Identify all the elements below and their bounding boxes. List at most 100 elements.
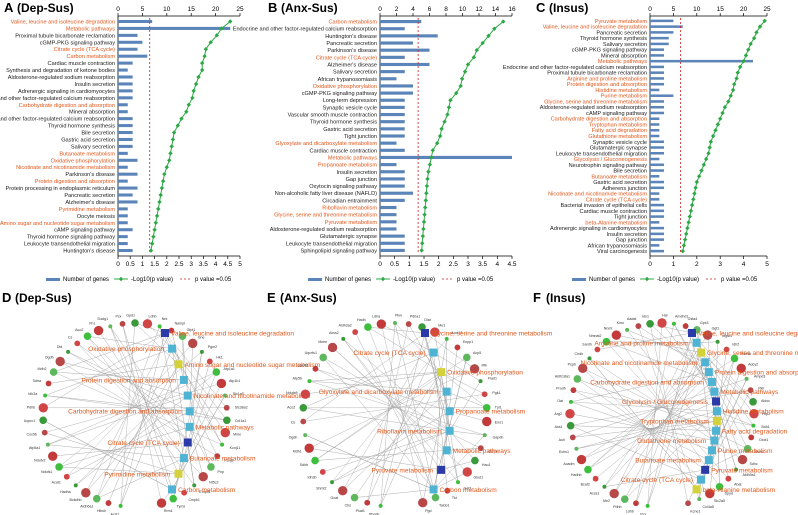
bar bbox=[650, 59, 753, 63]
network-edge bbox=[650, 323, 693, 334]
bar bbox=[650, 180, 665, 184]
gene-node bbox=[482, 403, 491, 412]
gene-node bbox=[747, 387, 754, 394]
bottom-tick-label: 1 bbox=[672, 261, 676, 268]
legend-genes-label: Number of genes bbox=[589, 277, 635, 283]
logp-line bbox=[421, 21, 504, 251]
network-edge bbox=[303, 352, 434, 408]
category-label: Oocyte meiosis bbox=[77, 214, 115, 220]
category-label: Glycine, serine and threonine metabolism bbox=[544, 99, 647, 105]
logp-point bbox=[151, 234, 156, 239]
network-edge bbox=[68, 351, 190, 428]
gene-node bbox=[482, 416, 492, 427]
logp-point bbox=[734, 76, 739, 81]
logp-point bbox=[687, 214, 692, 219]
network-edge bbox=[394, 322, 434, 490]
category-label: Viral carcinogenesis bbox=[597, 249, 647, 255]
gene-label: Ndufs1 bbox=[41, 470, 52, 474]
category-label: Parkinson's disease bbox=[65, 172, 115, 178]
bar bbox=[118, 179, 128, 183]
panel-letter: D bbox=[2, 290, 11, 305]
category-label: Nicotinate and nicotinamide metabolism bbox=[548, 192, 647, 198]
gene-label: Idh3b bbox=[307, 475, 316, 479]
network-edge bbox=[134, 322, 166, 334]
bar bbox=[380, 62, 430, 67]
network-edge bbox=[367, 326, 442, 373]
gene-label: Acot12 bbox=[451, 331, 462, 335]
bar bbox=[650, 19, 674, 23]
top-tick-label: 20 bbox=[740, 6, 748, 13]
network-edge bbox=[322, 430, 450, 473]
bottom-tick-label: 5 bbox=[238, 261, 242, 268]
gene-node bbox=[337, 485, 348, 496]
network-edge bbox=[66, 343, 193, 477]
panel-title: (Anx-Sus) bbox=[280, 291, 337, 305]
network-edge bbox=[53, 371, 184, 381]
logp-point bbox=[423, 198, 428, 203]
network-edge bbox=[96, 326, 160, 499]
category-label: Endocrine and other factor-regulated cal… bbox=[503, 65, 647, 71]
bottom-tick-label: 0 bbox=[648, 261, 652, 268]
pathway-label: Carbohydrate digestion and absorption bbox=[590, 379, 704, 386]
logp-point bbox=[501, 19, 506, 24]
bar bbox=[118, 193, 133, 197]
category-label: Aldosterone-regulated sodium reabsorptio… bbox=[8, 75, 115, 81]
network-edge bbox=[171, 330, 185, 380]
network-edge bbox=[110, 326, 174, 499]
pathway-node bbox=[421, 329, 429, 337]
category-label: Glutathione metabolism bbox=[588, 134, 647, 140]
category-label: Aldosterone-regulated sodium reabsorptio… bbox=[270, 227, 377, 233]
logp-point bbox=[486, 33, 491, 39]
network-edge bbox=[183, 379, 223, 445]
bar bbox=[650, 25, 683, 28]
logp-point bbox=[203, 47, 209, 52]
pathway-label: Nicotinate and nicotinamide metabolism bbox=[194, 393, 311, 400]
network-edge bbox=[572, 420, 717, 438]
gene-label: Nampt bbox=[175, 322, 186, 326]
logp-point bbox=[439, 126, 444, 132]
bottom-tick-label: 0.5 bbox=[126, 261, 135, 268]
network-edge bbox=[189, 411, 227, 421]
bar bbox=[118, 186, 138, 190]
gene-node bbox=[569, 434, 576, 441]
logp-point bbox=[762, 18, 767, 24]
category-label: African trypanosomiasis bbox=[318, 77, 378, 83]
network-edge bbox=[367, 352, 434, 503]
bar bbox=[650, 238, 665, 241]
gene-label: Abat bbox=[734, 483, 741, 487]
network-edge bbox=[96, 457, 184, 499]
bar bbox=[118, 33, 138, 37]
bar bbox=[118, 242, 128, 246]
gene-label: Bcat2 bbox=[581, 483, 590, 487]
category-label: Oxytocin signaling pathway bbox=[309, 184, 377, 190]
bar bbox=[118, 19, 153, 23]
network-edge bbox=[604, 335, 708, 487]
bar bbox=[118, 158, 138, 162]
gene-node bbox=[602, 337, 611, 346]
gene-node bbox=[330, 480, 335, 485]
pathway-label: Riboflavin metabolism bbox=[377, 428, 442, 435]
gene-label: Ido1 bbox=[642, 314, 649, 318]
network-edge bbox=[44, 432, 179, 474]
logp-point bbox=[448, 98, 453, 103]
category-label: Bacterial invasion of epithelial cells bbox=[561, 203, 648, 209]
gene-label: Cs bbox=[291, 421, 296, 425]
category-label: Protein digestion and absorption bbox=[35, 179, 115, 185]
pathway-node bbox=[688, 329, 696, 337]
gene-node bbox=[48, 451, 58, 461]
category-label: Endocrine and other factor-regulated cal… bbox=[0, 96, 115, 102]
gene-node bbox=[364, 499, 371, 506]
network-edge bbox=[449, 430, 485, 436]
category-label: Thyroid hormone synthesis bbox=[48, 124, 115, 130]
network-edge bbox=[47, 395, 188, 445]
bar bbox=[380, 220, 397, 224]
category-label: Citrate cycle (TCA cycle) bbox=[586, 197, 647, 203]
bar bbox=[380, 241, 405, 245]
bar bbox=[650, 249, 665, 253]
logp-point bbox=[424, 183, 430, 189]
category-label: Adrenergic signaling in cardiomyocytes bbox=[550, 226, 647, 232]
gene-label: Fh1 bbox=[89, 322, 95, 326]
gene-label: Enpp1 bbox=[463, 340, 473, 344]
gene-label: Uqcrc1 bbox=[24, 419, 35, 423]
gene-label: Ldhb bbox=[626, 509, 634, 513]
